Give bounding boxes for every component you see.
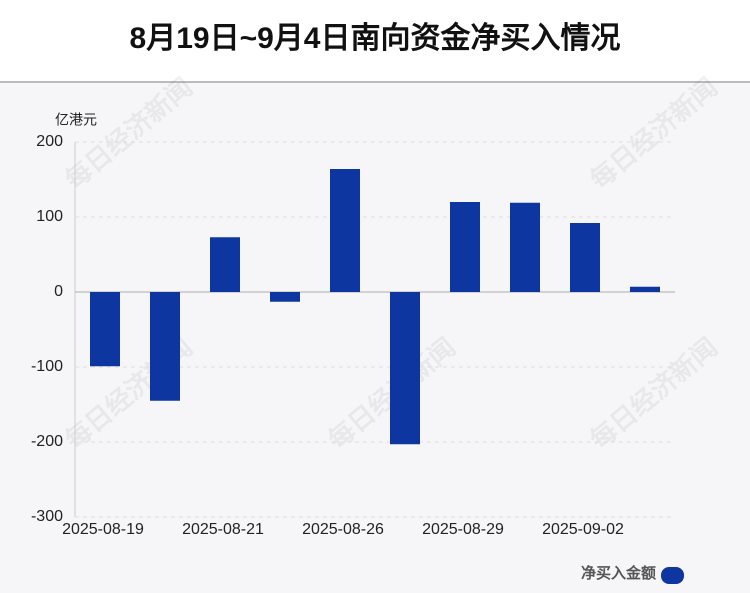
x-tick-label: 2025-09-02 [542, 521, 624, 538]
x-tick-label: 2025-08-26 [302, 521, 384, 538]
y-tick-label: 200 [36, 133, 63, 150]
y-tick-label: 0 [54, 283, 63, 300]
chart-title: 8月19日~9月4日南向资金净买入情况 [130, 21, 621, 55]
bar [390, 292, 420, 445]
legend-label: 净买入金额 [581, 564, 656, 582]
bar [210, 237, 240, 292]
bar [270, 292, 300, 302]
y-tick-label: -300 [31, 508, 63, 525]
bar [330, 169, 360, 292]
y-axis-label: 亿港元 [55, 112, 97, 128]
x-tick-label: 2025-08-19 [62, 521, 144, 538]
bar [570, 223, 600, 292]
bar [450, 202, 480, 292]
bar [90, 292, 120, 367]
bar [510, 202, 540, 292]
y-tick-label: 100 [36, 208, 63, 225]
bar [630, 286, 660, 292]
y-tick-label: -100 [31, 358, 63, 375]
bar [150, 292, 180, 401]
title-band [0, 0, 750, 82]
y-tick-label: -200 [31, 433, 63, 450]
legend-swatch [661, 567, 684, 584]
x-tick-label: 2025-08-21 [182, 521, 264, 538]
x-tick-label: 2025-08-29 [422, 521, 504, 538]
